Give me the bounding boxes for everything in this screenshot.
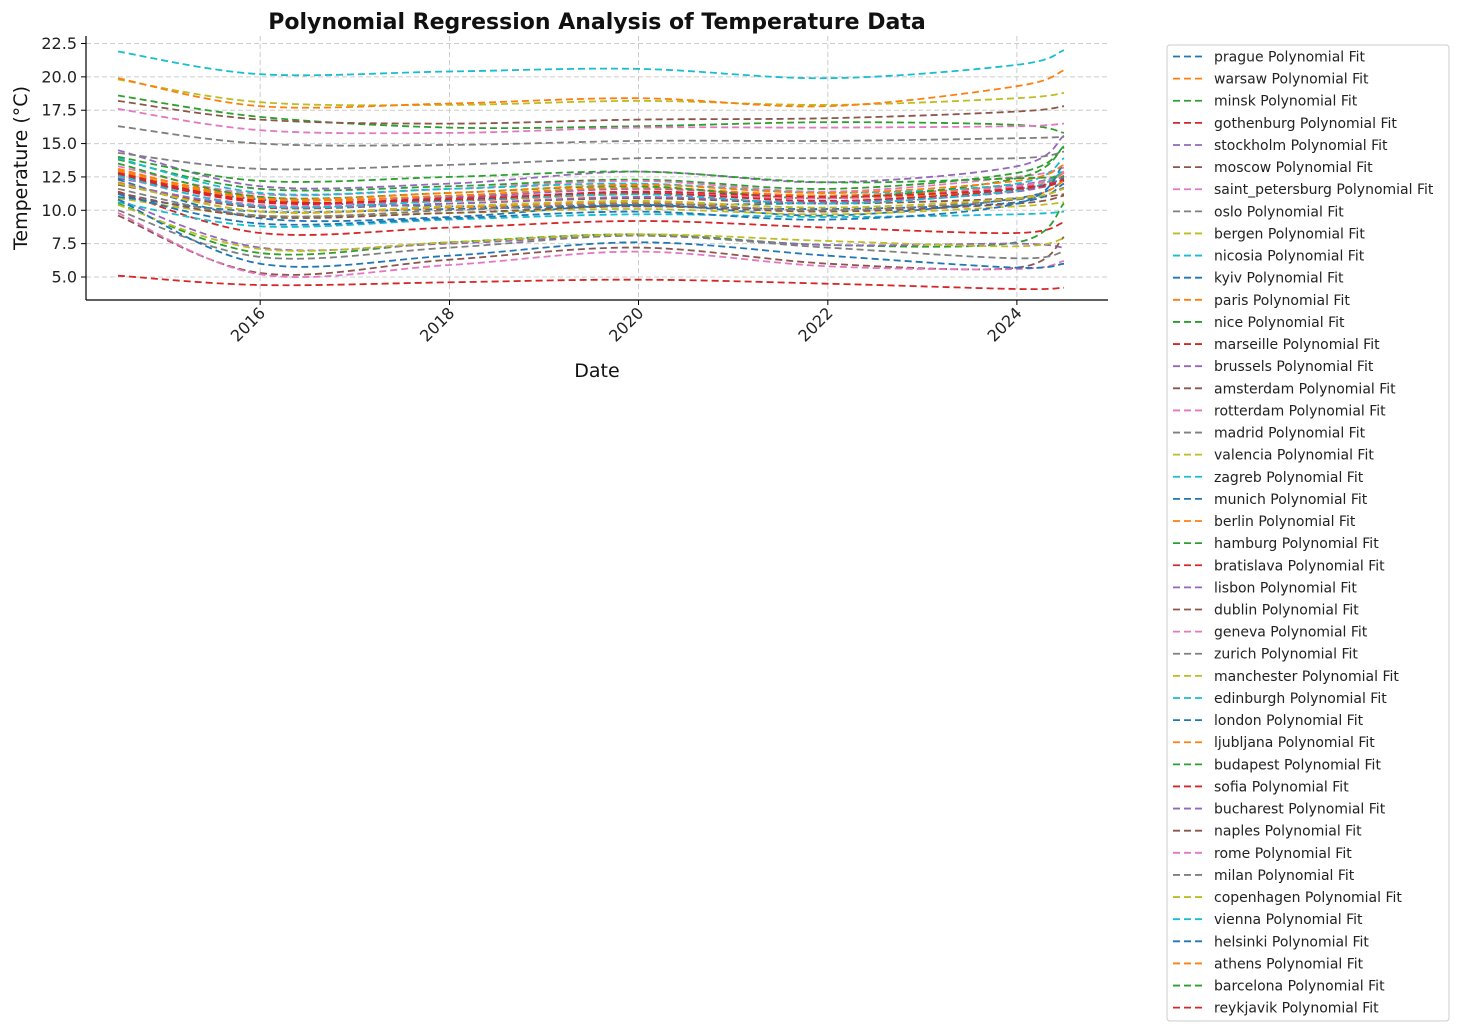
x-axis-label: Date: [574, 360, 619, 382]
y-tick-label: 17.5: [41, 101, 77, 120]
series-line-saint-petersburg: [117, 108, 1065, 135]
legend-label-zurich: zurich Polynomial Fit: [1214, 647, 1358, 663]
series-line-london: [117, 198, 1065, 269]
y-tick-label: 7.5: [52, 234, 77, 253]
legend-label-london: london Polynomial Fit: [1214, 713, 1364, 729]
legend: prague Polynomial Fit warsaw Polynomial F…: [1166, 44, 1450, 1022]
series-line-geneva: [117, 212, 1065, 278]
y-tick-label: 12.5: [41, 167, 77, 186]
series-line-barcelona: [117, 156, 1065, 184]
legend-label-kyiv: kyiv Polynomial Fit: [1214, 271, 1344, 287]
legend-label-manchester: manchester Polynomial Fit: [1214, 669, 1399, 685]
legend-label-budapest: budapest Polynomial Fit: [1214, 757, 1381, 773]
axes: [85, 36, 1108, 301]
legend-label-sofia: sofia Polynomial Fit: [1214, 779, 1349, 795]
series-line-athens: [117, 164, 1065, 201]
legend-label-rotterdam: rotterdam Polynomial Fit: [1214, 403, 1386, 419]
legend-label-ljubljana: ljubljana Polynomial Fit: [1214, 735, 1375, 751]
series-line-rotterdam: [117, 165, 1065, 197]
legend-frame: [1166, 44, 1450, 1022]
x-tick-label: 2016: [227, 303, 269, 345]
y-ticks: 5.0 7.5 10.0 12.5 15.0 17.5 20.0 22.5: [41, 34, 86, 287]
series-line-paris: [117, 69, 1065, 109]
y-tick-label: 10.0: [41, 201, 77, 220]
series-line-nice: [117, 146, 1065, 192]
legend-label-madrid: madrid Polynomial Fit: [1214, 426, 1366, 442]
x-tick-label: 2018: [416, 303, 458, 345]
series-line-oslo: [117, 125, 1065, 147]
legend-label-warsaw: warsaw Polynomial Fit: [1214, 72, 1369, 88]
series-line-vienna: [117, 169, 1065, 209]
legend-label-zagreb: zagreb Polynomial Fit: [1214, 470, 1364, 486]
series-line-rome: [117, 170, 1065, 207]
series-line-reykjavik: [117, 172, 1065, 204]
legend-label-berlin: berlin Polynomial Fit: [1214, 514, 1356, 530]
legend-label-brussels: brussels Polynomial Fit: [1214, 359, 1374, 375]
legend-label-geneva: geneva Polynomial Fit: [1214, 625, 1368, 641]
series-line-manchester: [117, 204, 1065, 252]
legend-label-dublin: dublin Polynomial Fit: [1214, 603, 1359, 619]
series-line-nicosia: [117, 49, 1065, 80]
y-axis-label: Temperature (°C): [10, 86, 32, 251]
series-line-helsinki: [117, 162, 1065, 226]
legend-label-bucharest: bucharest Polynomial Fit: [1214, 802, 1386, 818]
series-line-copenhagen: [117, 182, 1065, 214]
series-lines: [117, 49, 1065, 291]
legend-label-milan: milan Polynomial Fit: [1214, 868, 1355, 884]
legend-label-rome: rome Polynomial Fit: [1214, 846, 1352, 862]
legend-label-oslo: oslo Polynomial Fit: [1214, 204, 1344, 220]
legend-label-naples: naples Polynomial Fit: [1214, 824, 1362, 840]
legend-label-nicosia: nicosia Polynomial Fit: [1214, 249, 1365, 265]
series-line-edinburgh: [117, 201, 1065, 228]
x-tick-label: 2024: [983, 303, 1025, 345]
legend-label-bergen: bergen Polynomial Fit: [1214, 226, 1365, 242]
legend-label-vienna: vienna Polynomial Fit: [1214, 912, 1363, 928]
series-line-amsterdam: [117, 184, 1065, 210]
series-line-naples: [117, 192, 1065, 219]
legend-label-lisbon: lisbon Polynomial Fit: [1214, 580, 1357, 596]
series-line-minsk: [117, 94, 1065, 134]
legend-label-munich: munich Polynomial Fit: [1214, 492, 1368, 508]
legend-label-reykjavik: reykjavik Polynomial Fit: [1214, 1001, 1379, 1017]
legend-label-paris: paris Polynomial Fit: [1214, 293, 1350, 309]
series-line-zagreb: [117, 157, 1065, 196]
legend-label-helsinki: helsinki Polynomial Fit: [1214, 934, 1369, 950]
legend-label-moscow: moscow Polynomial Fit: [1214, 160, 1373, 176]
legend-label-gothenburg: gothenburg Polynomial Fit: [1214, 116, 1397, 132]
legend-label-nice: nice Polynomial Fit: [1214, 315, 1345, 331]
legend-label-hamburg: hamburg Polynomial Fit: [1214, 536, 1379, 552]
x-ticks: 2016 2018 2020 2022 2024: [227, 300, 1026, 346]
x-tick-label: 2020: [605, 303, 647, 345]
y-tick-label: 22.5: [41, 34, 77, 53]
x-tick-label: 2022: [794, 303, 836, 345]
legend-label-marseille: marseille Polynomial Fit: [1214, 337, 1380, 353]
series-line-zurich: [117, 209, 1065, 260]
series-line-madrid: [117, 150, 1065, 171]
legend-label-barcelona: barcelona Polynomial Fit: [1214, 979, 1385, 995]
legend-label-bratislava: bratislava Polynomial Fit: [1214, 558, 1385, 574]
y-tick-label: 5.0: [52, 268, 77, 287]
series-line-milan: [117, 186, 1065, 218]
series-line-gothenburg: [117, 190, 1065, 236]
chart-title: Polynomial Regression Analysis of Temper…: [268, 10, 925, 35]
y-tick-label: 15.0: [41, 134, 77, 153]
legend-label-edinburgh: edinburgh Polynomial Fit: [1214, 691, 1387, 707]
y-tick-label: 20.0: [41, 67, 77, 86]
legend-label-prague: prague Polynomial Fit: [1214, 50, 1366, 66]
series-line-moscow: [117, 100, 1065, 125]
series-line-sofia: [117, 274, 1065, 291]
legend-label-amsterdam: amsterdam Polynomial Fit: [1214, 381, 1396, 397]
legend-label-copenhagen: copenhagen Polynomial Fit: [1214, 890, 1402, 906]
legend-label-stockholm: stockholm Polynomial Fit: [1214, 138, 1388, 154]
legend-label-saint-petersburg: saint_petersburg Polynomial Fit: [1214, 182, 1434, 198]
series-line-bergen: [117, 78, 1065, 107]
legend-label-minsk: minsk Polynomial Fit: [1214, 94, 1358, 110]
legend-label-valencia: valencia Polynomial Fit: [1214, 448, 1374, 464]
legend-label-athens: athens Polynomial Fit: [1214, 956, 1364, 972]
